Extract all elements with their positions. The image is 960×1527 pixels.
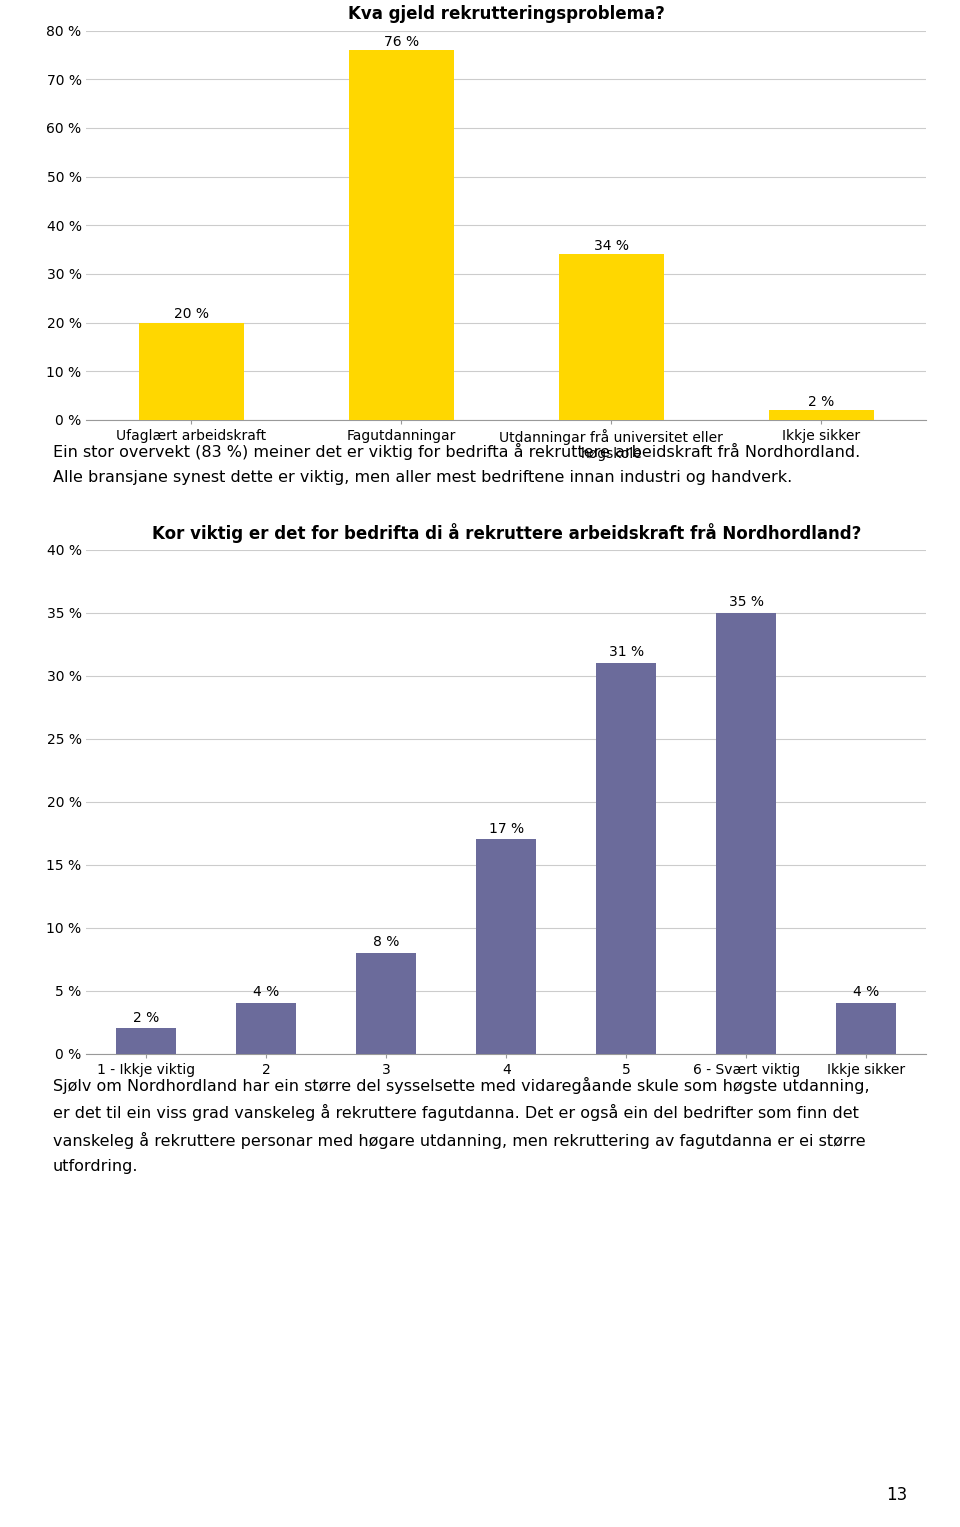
- Text: 4 %: 4 %: [853, 985, 879, 1000]
- Text: 2 %: 2 %: [808, 395, 834, 409]
- Text: 34 %: 34 %: [594, 240, 629, 253]
- Text: 17 %: 17 %: [489, 822, 524, 835]
- Text: er det til ein viss grad vanskeleg å rekruttere fagutdanna. Det er også ein del : er det til ein viss grad vanskeleg å rek…: [53, 1104, 858, 1121]
- Text: 31 %: 31 %: [609, 646, 644, 660]
- Text: 13: 13: [886, 1486, 907, 1504]
- Text: Ein stor overvekt (83 %) meiner det er viktig for bedrifta å rekruttere arbeidsk: Ein stor overvekt (83 %) meiner det er v…: [53, 443, 860, 460]
- Title: Kor viktig er det for bedrifta di å rekruttere arbeidskraft frå Nordhordland?: Kor viktig er det for bedrifta di å rekr…: [152, 522, 861, 542]
- Bar: [716, 612, 777, 1054]
- Text: 2 %: 2 %: [133, 1011, 159, 1025]
- Text: 76 %: 76 %: [384, 35, 419, 49]
- Bar: [836, 1003, 897, 1054]
- Bar: [596, 663, 657, 1054]
- Text: vanskeleg å rekruttere personar med høgare utdanning, men rekruttering av fagutd: vanskeleg å rekruttere personar med høga…: [53, 1132, 865, 1148]
- Text: Alle bransjane synest dette er viktig, men aller mest bedriftene innan industri : Alle bransjane synest dette er viktig, m…: [53, 470, 792, 486]
- Text: 8 %: 8 %: [373, 935, 399, 950]
- Text: 4 %: 4 %: [253, 985, 279, 1000]
- Bar: [348, 50, 454, 420]
- Bar: [559, 255, 664, 420]
- Bar: [139, 322, 244, 420]
- Bar: [116, 1029, 177, 1054]
- Bar: [356, 953, 417, 1054]
- Text: Sjølv om Nordhordland har ein større del sysselsette med vidaregåande skule som : Sjølv om Nordhordland har ein større del…: [53, 1077, 870, 1093]
- Text: 35 %: 35 %: [729, 596, 764, 609]
- Text: 20 %: 20 %: [174, 307, 209, 321]
- Bar: [769, 411, 874, 420]
- Bar: [476, 840, 537, 1054]
- Bar: [236, 1003, 297, 1054]
- Title: Kva gjeld rekrutteringsproblema?: Kva gjeld rekrutteringsproblema?: [348, 6, 665, 23]
- Text: utfordring.: utfordring.: [53, 1159, 138, 1174]
